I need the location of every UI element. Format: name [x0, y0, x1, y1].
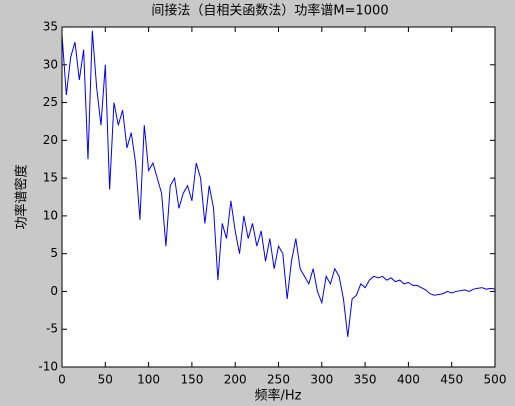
y-tick-label: 15: [43, 171, 58, 185]
x-axis-label: 频率/Hz: [255, 388, 302, 404]
x-tick-label: 450: [440, 373, 463, 387]
y-tick-label: -5: [46, 322, 58, 336]
y-tick-label: -10: [38, 360, 58, 374]
y-tick-label: 25: [43, 95, 58, 109]
y-tick-label: 35: [43, 20, 58, 34]
x-tick-label: 50: [98, 373, 113, 387]
x-tick-label: 300: [310, 373, 333, 387]
x-tick-label: 250: [267, 373, 290, 387]
y-tick-label: 20: [43, 133, 58, 147]
y-tick-label: 0: [50, 284, 58, 298]
y-axis-label: 功率谱密度: [14, 164, 30, 229]
x-tick-label: 350: [354, 373, 377, 387]
axes-box: [61, 26, 496, 368]
data-line: [61, 30, 496, 337]
y-tick-label: 10: [43, 208, 58, 222]
chart-title: 间接法（自相关函数法）功率谱M=1000: [151, 3, 388, 19]
plot-area: [62, 27, 495, 367]
y-tick-label: 30: [43, 57, 58, 71]
x-tick-label: 200: [224, 373, 247, 387]
x-tick-label: 400: [397, 373, 420, 387]
y-tick-label: 5: [50, 246, 58, 260]
x-tick-label: 150: [180, 373, 203, 387]
x-tick-label: 100: [137, 373, 160, 387]
x-tick-label: 0: [58, 373, 66, 387]
x-tick-label: 500: [484, 373, 507, 387]
